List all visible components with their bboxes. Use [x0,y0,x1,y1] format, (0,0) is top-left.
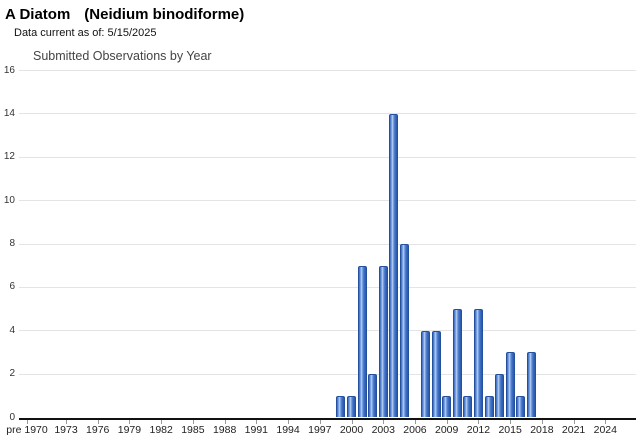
x-axis-label-2009: 2009 [435,424,459,436]
x-axis-tick-1997 [319,419,321,424]
x-axis-tick-2024 [605,419,607,424]
species-scientific-name: (Neidium binodiforme) [84,6,245,23]
bar-2014[interactable] [495,374,505,418]
y-axis-label-0: 0 [9,411,15,423]
gridline-y-8 [19,243,636,245]
species-common-name: A Diatom [5,6,71,23]
x-axis-tick-2009 [446,419,448,424]
gridline-y-6 [19,286,636,288]
x-axis-tick-2015 [510,419,512,424]
x-axis-line [19,417,636,420]
x-axis-label-1991: 1991 [244,424,269,436]
bar-2011[interactable] [463,395,473,418]
x-axis-tick-1991 [256,419,258,424]
x-axis-tick-1982 [161,419,163,424]
bar-2005[interactable] [399,244,409,418]
x-axis-tick-1979 [129,419,131,424]
x-axis-label-1997: 1997 [308,424,332,436]
x-axis-tick-pre-1970 [27,419,28,424]
x-axis-tick-2006 [414,419,416,424]
x-axis-tick-2003 [383,419,385,424]
bar-1999[interactable] [336,395,346,418]
bar-2013[interactable] [484,395,494,418]
y-axis-label-10: 10 [3,194,15,206]
x-axis-label-1982: 1982 [149,424,173,436]
bar-2010[interactable] [452,309,462,418]
x-axis-tick-1976 [97,419,99,424]
gridline-y-10 [19,200,636,202]
bar-2003[interactable] [378,265,388,418]
y-axis-label-2: 2 [9,368,15,380]
bar-2009[interactable] [442,395,452,418]
bar-2012[interactable] [473,309,483,418]
y-axis-label-12: 12 [3,151,15,163]
x-axis-label-1976: 1976 [86,424,110,436]
chart-title: Submitted Observations by Year [33,49,212,63]
x-axis-label-1979: 1979 [117,424,142,436]
x-axis-tick-1988 [224,419,226,424]
bar-2007[interactable] [421,330,431,418]
data-current-as-of-text: Data current as of: 5/15/2025 [14,27,157,39]
gridline-y-2 [19,373,636,375]
x-axis-tick-1973 [66,419,67,424]
bar-2004[interactable] [389,113,399,418]
bar-2001[interactable] [357,265,367,418]
x-axis-label-2003: 2003 [371,424,395,436]
x-axis-tick-2012 [478,419,480,424]
x-axis-label-pre-1970: pre 1970 [6,424,48,436]
gridline-y-14 [19,113,636,115]
y-axis-label-4: 4 [9,324,15,336]
x-axis-label-2024: 2024 [593,424,617,436]
bar-2000[interactable] [347,395,357,418]
x-axis-tick-2021 [573,419,575,424]
x-axis-label-1988: 1988 [212,424,237,436]
x-axis-tick-1985 [192,419,194,424]
bar-2015[interactable] [505,352,515,418]
bar-2002[interactable] [368,374,378,418]
x-axis-label-1973: 1973 [54,424,78,436]
x-axis-label-1994: 1994 [276,424,300,436]
x-axis-label-2012: 2012 [466,424,491,436]
x-axis-tick-2000 [351,419,353,424]
gridline-y-16 [19,70,636,72]
y-axis-label-6: 6 [9,281,15,293]
x-axis-label-2006: 2006 [403,424,427,436]
y-axis-label-8: 8 [9,238,15,250]
bar-2017[interactable] [526,352,536,418]
bar-2008[interactable] [431,330,441,418]
gridline-y-4 [19,330,636,332]
x-axis-tick-2018 [541,419,543,424]
page-title: A Diatom (Neidium binodiforme) [5,6,244,23]
x-axis-label-2021: 2021 [561,424,586,436]
x-axis-label-1985: 1985 [181,424,205,436]
bar-2016[interactable] [516,395,526,418]
y-axis-label-14: 14 [3,107,15,119]
x-axis-tick-1994 [288,419,290,424]
gridline-y-12 [19,156,636,158]
y-axis-label-16: 16 [3,64,15,76]
x-axis-label-2018: 2018 [530,424,554,436]
x-axis-label-2000: 2000 [339,424,364,436]
x-axis-label-2015: 2015 [498,424,522,436]
